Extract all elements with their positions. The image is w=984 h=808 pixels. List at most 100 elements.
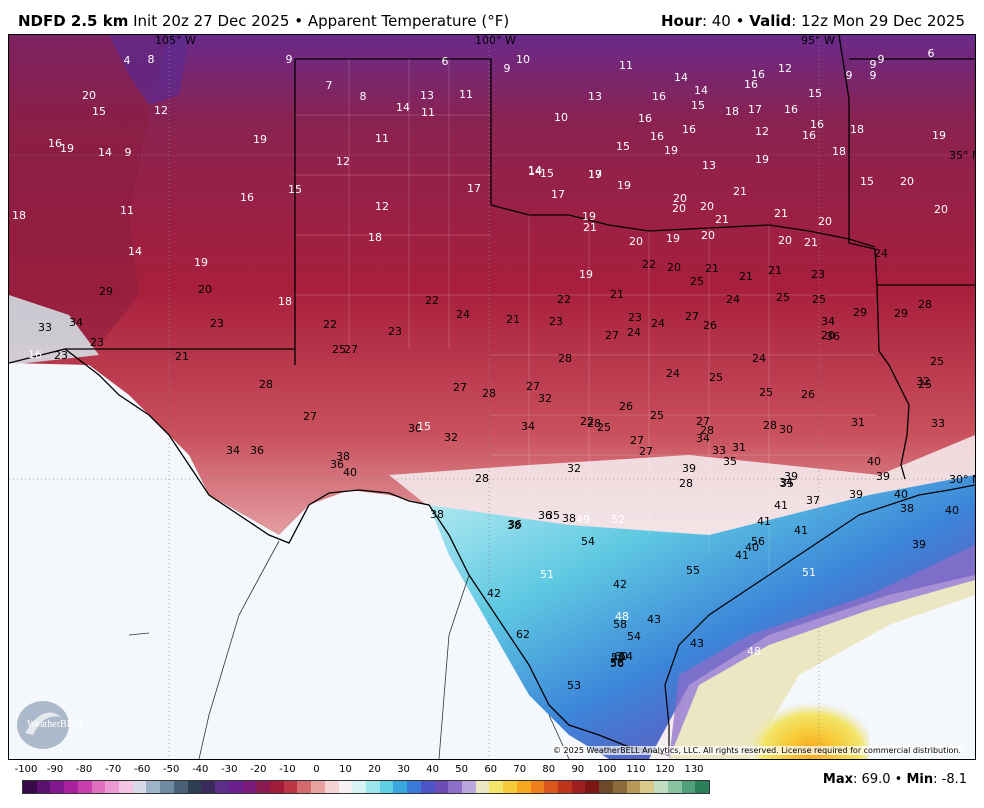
colorbar-swatch	[434, 781, 449, 793]
map-header: NDFD 2.5 km Init 20z 27 Dec 2025 • Appar…	[0, 0, 984, 34]
colorbar-tick-label: -10	[279, 764, 296, 775]
colorbar-tick-label: -100	[14, 764, 38, 775]
temperature-label: 35	[723, 455, 737, 468]
temperature-label: 11	[421, 106, 435, 119]
temperature-label: 18	[12, 209, 26, 222]
temperature-label: 35	[546, 509, 560, 522]
temperature-label: 20	[198, 283, 212, 296]
colorbar-swatch	[50, 781, 65, 793]
temperature-label: 25	[776, 291, 790, 304]
temperature-label: 25	[918, 378, 932, 391]
temperature-label: 28	[259, 378, 273, 391]
temperature-label: 19	[664, 144, 678, 157]
lon-label-95: 95° W	[801, 35, 835, 47]
colorbar-tick-label: -40	[192, 764, 209, 775]
title-separator: •	[294, 12, 304, 30]
temperature-label: 18	[278, 295, 292, 308]
temperature-label: 22	[323, 318, 337, 331]
lat-label-30: 30° N	[949, 473, 975, 486]
temperature-label: 14	[98, 146, 112, 159]
temperature-label: 21	[739, 270, 753, 283]
colorbar-tick-label: 110	[626, 764, 646, 775]
init-time: Init 20z 27 Dec 2025	[133, 12, 290, 30]
colorbar-swatch	[626, 781, 641, 793]
temperature-label: 27	[344, 343, 358, 356]
temperature-map[interactable]: 105° W 100° W 95° W 35° N 30° N 48969101…	[8, 34, 976, 760]
temperature-label: 39	[849, 488, 863, 501]
max-label: Max	[822, 772, 854, 787]
temperature-label: 16	[240, 191, 254, 204]
temperature-label: 34	[779, 476, 793, 489]
cold-mountain-region	[9, 35, 169, 345]
colorbar-swatch	[558, 781, 572, 793]
temperature-label: 19	[582, 210, 596, 223]
temperature-label: 39	[784, 470, 798, 483]
temperature-label: 51	[802, 566, 816, 579]
temperature-label: 27	[526, 380, 540, 393]
temperature-label: 56	[610, 657, 624, 670]
temperature-label: 17	[748, 103, 762, 116]
colorbar-swatch	[462, 781, 476, 793]
temperature-label: 16	[48, 137, 62, 150]
temperature-label: 29	[853, 306, 867, 319]
temperature-label: 41	[794, 524, 808, 537]
temperature-label: 43	[647, 613, 661, 626]
temperature-label: 26	[619, 400, 633, 413]
temperature-label: 17	[588, 168, 602, 181]
temperature-label: 31	[732, 441, 746, 454]
colorbar-swatch	[77, 781, 92, 793]
temperature-label: 14	[128, 245, 142, 258]
temperature-label: 21	[774, 207, 788, 220]
colorbar-swatch	[173, 781, 188, 793]
temperature-label: 31	[851, 416, 865, 429]
valid-value: 12z Mon 29 Dec 2025	[801, 12, 965, 30]
colorbar-swatch	[407, 781, 421, 793]
temperature-label: 22	[642, 258, 656, 271]
gulf-warm-band	[669, 545, 975, 759]
temperature-label: 22	[557, 293, 571, 306]
temperature-label: 12	[375, 200, 389, 213]
temperature-label: 20	[778, 234, 792, 247]
temperature-label: 23	[54, 349, 68, 362]
colorbar-swatch	[297, 781, 312, 793]
temperature-label: 27	[685, 310, 699, 323]
temperature-label: 29	[99, 285, 113, 298]
temperature-label: 32	[916, 375, 930, 388]
temperature-label: 22	[425, 294, 439, 307]
temperature-label: 9	[504, 62, 511, 75]
product-title: NDFD 2.5 km Init 20z 27 Dec 2025 • Appar…	[18, 12, 509, 30]
colorbar-tick-label: -30	[221, 764, 238, 775]
temperature-label: 15	[860, 175, 874, 188]
temperature-label: 54	[619, 650, 633, 663]
temperature-label: 19	[588, 168, 602, 181]
product-name: NDFD 2.5 km	[18, 12, 129, 30]
temperature-label: 14	[674, 71, 688, 84]
colorbar-swatch	[420, 781, 435, 793]
colorbar-swatch	[475, 781, 490, 793]
temperature-label: 16	[784, 103, 798, 116]
temperature-label: 17	[467, 182, 481, 195]
temperature-label: 29	[894, 307, 908, 320]
temperature-label: 34	[521, 420, 535, 433]
temperature-label: 28	[679, 477, 693, 490]
temperature-label: 60	[614, 650, 628, 663]
colorbar-tick-label: 10	[339, 764, 352, 775]
colorbar-swatch	[379, 781, 394, 793]
temperature-label: 38	[562, 512, 576, 525]
temperature-label: 28	[475, 472, 489, 485]
colorbar-swatch	[283, 781, 298, 793]
temperature-label: 19	[755, 153, 769, 166]
hour-label: Hour	[661, 12, 702, 30]
temperature-label: 32	[444, 431, 458, 444]
temperature-label: 21	[583, 221, 597, 234]
temperature-label: 18	[368, 231, 382, 244]
valid-label: Valid	[749, 12, 792, 30]
max-value: 69.0	[861, 772, 891, 787]
temperature-label: 39	[912, 538, 926, 551]
temperature-label: 41	[757, 515, 771, 528]
temperature-label: 15	[92, 105, 106, 118]
temperature-label: 24	[651, 317, 665, 330]
colorbar-swatch	[242, 781, 257, 793]
temperature-label: 16	[650, 130, 664, 143]
temperature-label: 16	[810, 118, 824, 131]
